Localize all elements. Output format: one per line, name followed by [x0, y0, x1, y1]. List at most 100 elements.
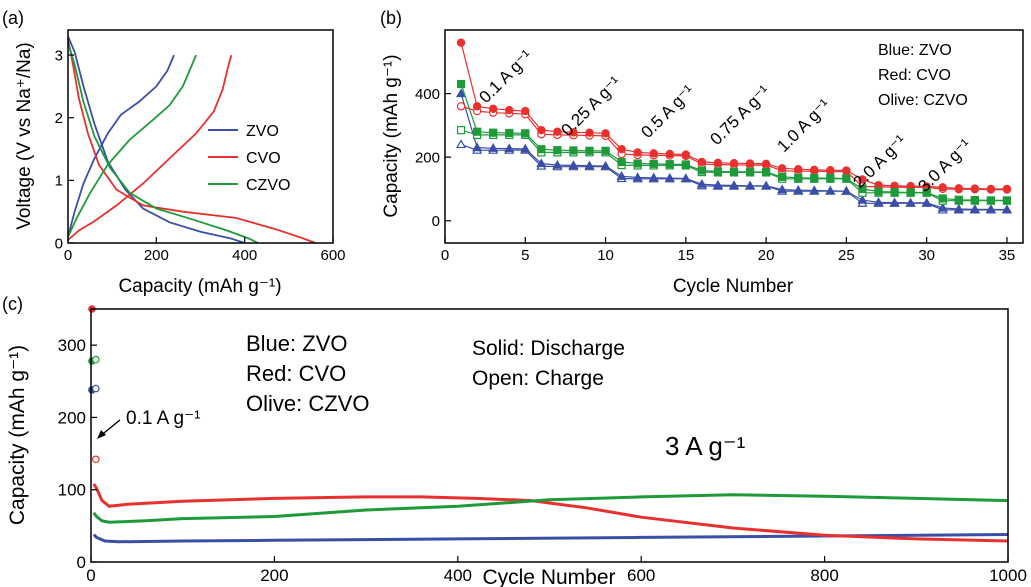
series-cvo-discharge-point	[826, 165, 835, 175]
series-cvo-discharge-point	[810, 165, 819, 175]
series-cvo-discharge-point	[472, 102, 482, 111]
panel-c-ytick-label: 200	[58, 408, 86, 427]
rate-annotation: 0.75 A g⁻¹	[706, 81, 773, 148]
rate-annotation: 0.1 A g⁻¹	[475, 46, 536, 107]
series-zvo-discharge-point	[504, 143, 515, 153]
panel-c-ytick-label: 0	[77, 553, 86, 572]
series-czvo-discharge-point	[890, 188, 899, 197]
panel-a-ytick-label: 1	[55, 173, 63, 190]
series-zvo-discharge-point	[969, 204, 980, 213]
panel-b-xtick-label: 0	[441, 247, 449, 264]
series-czvo-discharge-point	[617, 157, 626, 167]
series-cvo-discharge-point	[601, 129, 610, 138]
panel-b-ytick-label: 400	[415, 86, 440, 103]
series-cvo-discharge-point	[617, 145, 626, 154]
series-czvo-initial-point	[92, 355, 100, 364]
series-cvo-discharge-point	[858, 175, 867, 184]
series-zvo-discharge-point	[600, 160, 611, 170]
series-zvo-discharge-point	[456, 88, 467, 98]
series-cvo-discharge-point	[1002, 184, 1012, 194]
series-zvo-discharge-point	[921, 197, 932, 207]
series-cvo-discharge-point	[761, 159, 771, 169]
panel-b-xtick-label: 10	[597, 247, 614, 264]
series-zvo-discharge-point	[616, 171, 627, 180]
series-czvo-discharge-point	[986, 196, 995, 205]
series-czvo-discharge-point	[649, 159, 658, 168]
panel-a-xtick-label: 400	[232, 247, 257, 264]
series-czvo-discharge-point	[553, 146, 562, 155]
series-cvo-discharge-point	[488, 104, 498, 114]
series-cvo-discharge-point	[938, 183, 947, 192]
series-zvo-discharge-point	[841, 185, 852, 195]
legend-a-zvo: ZVO	[246, 123, 279, 140]
panel-b-legend: Blue: ZVO Red: CVO Olive: CZVO	[878, 42, 968, 109]
series-cvo-discharge-point	[505, 105, 514, 115]
legend-c-red: Red: CVO	[246, 361, 346, 386]
series-cvo-discharge-point	[553, 127, 562, 136]
note-open: Open: Charge	[472, 367, 604, 390]
panel-b-xtick-label: 15	[677, 247, 694, 264]
series-zvo-discharge-point	[937, 202, 948, 212]
annot-low: 0.1 A g⁻¹	[126, 408, 200, 429]
series-cvo-discharge-point	[537, 125, 546, 135]
panel-b-label: (b)	[380, 8, 402, 28]
series-zvo-discharge-point	[536, 158, 547, 168]
series-czvo-discharge-point	[874, 187, 883, 196]
series-cvo-discharge-point	[569, 128, 578, 137]
series-czvo-discharge-point	[745, 167, 755, 176]
panel-a-ytick-label: 3	[55, 47, 63, 64]
legend-b-blue: Blue: ZVO	[878, 42, 952, 59]
series-czvo-discharge-point	[521, 129, 530, 138]
series-czvo-discharge-point	[681, 160, 690, 169]
series-cvo-initial-point	[92, 455, 100, 464]
annot-high: 3 A g⁻¹	[665, 431, 746, 461]
legend-c-olive: Olive: CZVO	[246, 391, 369, 416]
panel-b-xtick-label: 35	[999, 247, 1016, 264]
panel-a-legend: ZVO CVO CZVO	[208, 123, 290, 194]
panel-b-xlabel: Cycle Number	[673, 276, 794, 297]
panel-c-xtick-label: 200	[260, 566, 288, 585]
series-cvo-discharge-point	[649, 149, 658, 158]
panel-b-frame	[444, 29, 1024, 244]
panel-c-ticks: 0 200 400 600 800 1000 0 100 200 300	[58, 336, 1027, 585]
series-zvo-discharge-point	[985, 204, 996, 213]
series-zvo-discharge-point	[953, 203, 964, 213]
series-czvo-discharge-point	[456, 79, 466, 89]
panel-c-ytick-label: 100	[58, 481, 86, 500]
panel-c-label: (c)	[2, 294, 23, 314]
panel-a-plot	[67, 35, 316, 244]
series-cvo-discharge-point	[585, 128, 594, 137]
series-czvo-discharge-point	[826, 174, 835, 183]
series-cvo-discharge-point	[745, 159, 755, 168]
series-zvo-discharge-point	[728, 180, 740, 190]
panel-a-xtick-label: 200	[144, 247, 169, 264]
series-cvo-charge	[67, 54, 233, 241]
series-zvo-discharge-point	[520, 143, 531, 153]
series-zvo-discharge-point	[777, 184, 788, 194]
panel-b-ticks: 0 5 10 15 20 25 30 35 0 200 400	[415, 86, 1015, 264]
panel-a-xtick-label: 600	[320, 247, 345, 264]
series-zvo-charge-point	[456, 139, 467, 149]
series-zvo-discharge-point	[680, 173, 691, 183]
panel-c-ylabel: Capacity (mAh g⁻¹)	[6, 345, 29, 525]
series-czvo-discharge-point	[794, 173, 803, 182]
legend-c-blue: Blue: ZVO	[246, 331, 347, 356]
series-cvo-discharge-point	[794, 165, 803, 174]
series-zvo-charge	[67, 54, 175, 237]
series-zvo-discharge	[67, 35, 245, 244]
panel-b-xtick-label: 25	[838, 247, 855, 264]
series-czvo-discharge-point	[762, 168, 771, 177]
series-cvo-discharge-point	[633, 148, 642, 157]
series-zvo-discharge-point	[1001, 204, 1012, 214]
series-cvo-discharge-point	[729, 159, 739, 168]
panel-c-xtick-label: 1000	[989, 566, 1027, 585]
series-czvo-discharge-point	[713, 167, 723, 176]
series-czvo-discharge-point	[697, 166, 706, 175]
series-czvo-discharge	[67, 42, 259, 244]
series-zvo-discharge-point	[488, 143, 499, 152]
series-czvo-discharge-point	[489, 128, 498, 137]
series-zvo-discharge-point	[696, 178, 707, 188]
note-solid: Solid: Discharge	[472, 337, 625, 360]
series-cvo-discharge-point	[456, 38, 466, 47]
series-zvo-discharge-point	[761, 180, 772, 190]
